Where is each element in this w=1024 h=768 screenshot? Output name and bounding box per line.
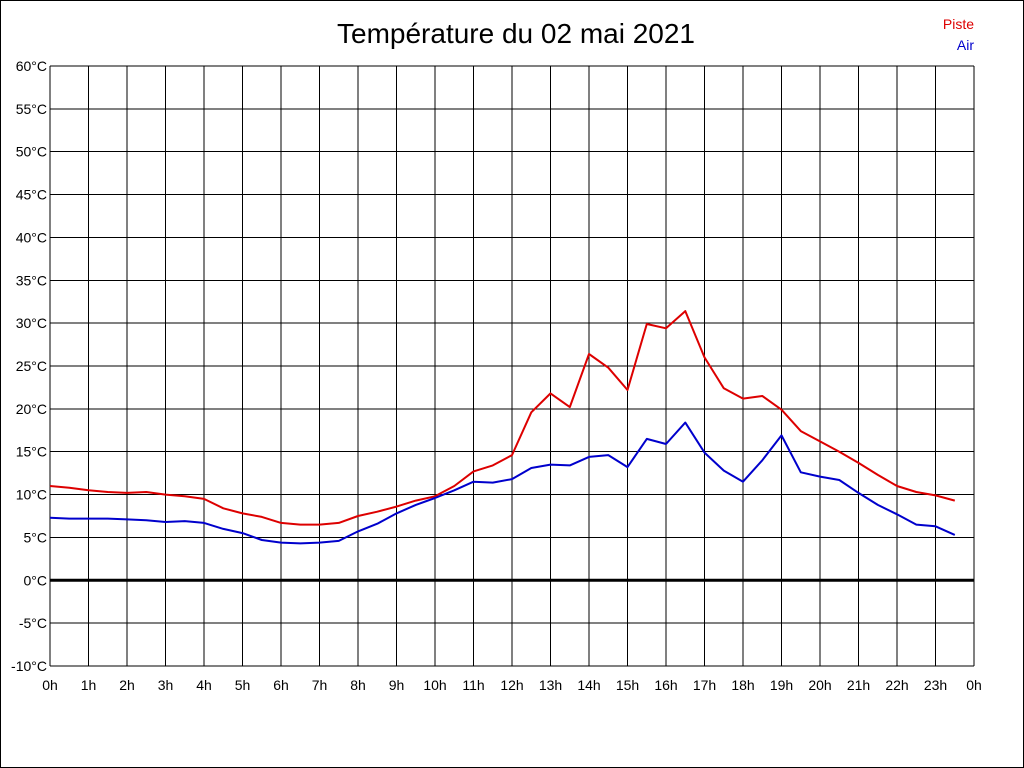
x-tick-label: 23h bbox=[924, 677, 947, 693]
legend-air: Air bbox=[956, 37, 974, 53]
x-tick-label: 10h bbox=[423, 677, 446, 693]
y-tick-label: 20°C bbox=[16, 401, 47, 417]
y-tick-label: 45°C bbox=[16, 187, 47, 203]
x-tick-label: 21h bbox=[847, 677, 870, 693]
y-tick-label: 50°C bbox=[16, 144, 47, 160]
x-tick-label: 22h bbox=[885, 677, 908, 693]
y-tick-label: 0°C bbox=[24, 572, 48, 588]
y-tick-label: 55°C bbox=[16, 101, 47, 117]
y-tick-label: 25°C bbox=[16, 358, 47, 374]
x-tick-label: 6h bbox=[273, 677, 289, 693]
y-tick-label: 10°C bbox=[16, 487, 47, 503]
y-tick-label: 30°C bbox=[16, 315, 47, 331]
x-tick-label: 11h bbox=[462, 677, 484, 693]
y-tick-label: 40°C bbox=[16, 229, 47, 245]
x-tick-label: 9h bbox=[389, 677, 405, 693]
x-tick-label: 20h bbox=[808, 677, 831, 693]
x-tick-label: 12h bbox=[500, 677, 523, 693]
x-tick-label: 15h bbox=[616, 677, 639, 693]
x-tick-label: 0h bbox=[42, 677, 58, 693]
y-tick-label: 60°C bbox=[16, 58, 47, 74]
x-tick-label: 4h bbox=[196, 677, 212, 693]
y-tick-label: 5°C bbox=[24, 529, 48, 545]
x-tick-label: 8h bbox=[350, 677, 366, 693]
legend-piste: Piste bbox=[942, 16, 974, 32]
y-tick-label: 35°C bbox=[16, 272, 47, 288]
x-tick-label: 3h bbox=[158, 677, 174, 693]
x-tick-label: 7h bbox=[312, 677, 328, 693]
y-tick-label: -10°C bbox=[11, 658, 47, 674]
x-tick-label: 13h bbox=[539, 677, 562, 693]
x-tick-label: 18h bbox=[731, 677, 754, 693]
legend: Piste Air bbox=[943, 14, 974, 56]
x-tick-label: 1h bbox=[81, 677, 97, 693]
x-tick-label: 5h bbox=[235, 677, 251, 693]
y-tick-label: 15°C bbox=[16, 444, 47, 460]
series-line-piste bbox=[49, 310, 956, 526]
x-tick-label: 16h bbox=[654, 677, 677, 693]
x-tick-label: 19h bbox=[770, 677, 793, 693]
x-tick-label: 14h bbox=[577, 677, 600, 693]
chart-title: Température du 02 mai 2021 bbox=[337, 18, 695, 49]
x-tick-label: 2h bbox=[119, 677, 135, 693]
series-line-air bbox=[49, 421, 956, 545]
x-tick-label: 17h bbox=[693, 677, 716, 693]
y-tick-label: -5°C bbox=[19, 615, 47, 631]
x-tick-label: 0h bbox=[966, 677, 982, 693]
